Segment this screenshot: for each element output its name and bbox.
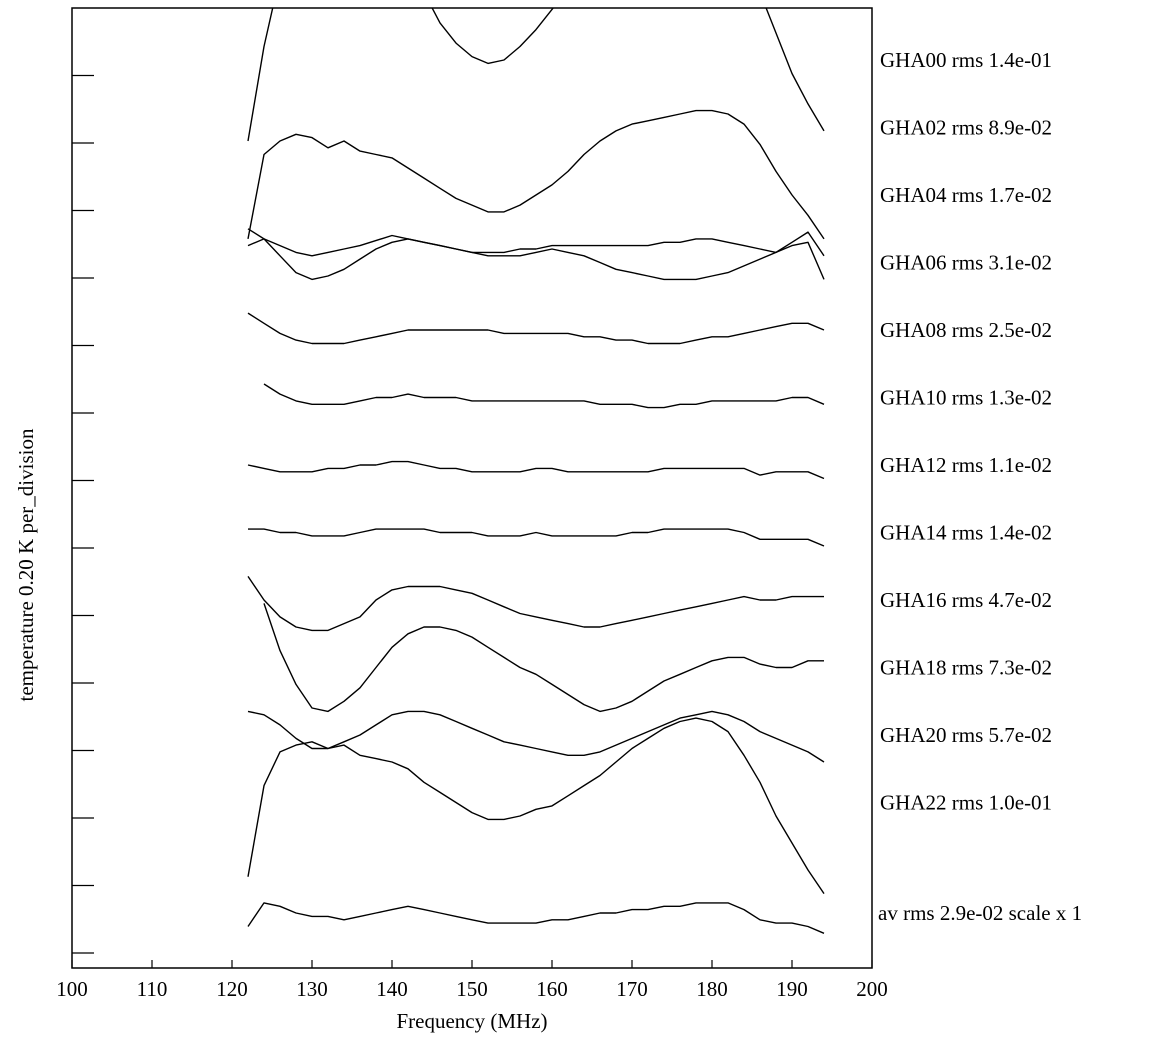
x-tick-label: 150: [456, 977, 488, 1001]
x-axis-title: Frequency (MHz): [396, 1009, 547, 1033]
series-label-12: av rms 2.9e-02 scale x 1: [878, 901, 1082, 925]
series-label-0: GHA00 rms 1.4e-01: [880, 48, 1052, 72]
series-label-11: GHA22 rms 1.0e-01: [880, 791, 1052, 815]
x-tick-label: 190: [776, 977, 808, 1001]
x-tick-label: 180: [696, 977, 728, 1001]
series-line-6: [247, 460, 825, 480]
series-line-4: [247, 312, 825, 345]
series-label-3: GHA06 rms 3.1e-02: [880, 251, 1052, 275]
series-line-3: [247, 228, 825, 281]
series-label-7: GHA14 rms 1.4e-02: [880, 521, 1052, 545]
series-line-5: [263, 383, 825, 409]
x-tick-label: 140: [376, 977, 408, 1001]
series-line-1: [247, 109, 825, 240]
series-traces: [247, 8, 825, 934]
series-label-4: GHA08 rms 2.5e-02: [880, 318, 1052, 342]
series-label-10: GHA20 rms 5.7e-02: [880, 723, 1052, 747]
series-labels: GHA00 rms 1.4e-01 GHA02 rms 8.9e-02 GHA04 …: [878, 48, 1082, 925]
series-line-0: [247, 8, 825, 142]
x-tick-label: 120: [216, 977, 248, 1001]
x-tick-label: 110: [137, 977, 168, 1001]
series-line-8: [247, 576, 824, 632]
series-label-2: GHA04 rms 1.7e-02: [880, 183, 1052, 207]
series-line-9: [263, 603, 824, 713]
x-tick-label: 170: [616, 977, 648, 1001]
series-label-1: GHA02 rms 8.9e-02: [880, 116, 1052, 140]
series-line-2: [247, 234, 825, 280]
y-axis-title: temperature 0.20 K per_division: [14, 428, 38, 701]
series-label-9: GHA18 rms 7.3e-02: [880, 656, 1052, 680]
series-line-12: [247, 902, 825, 934]
x-tick-label: 160: [536, 977, 568, 1001]
series-label-6: GHA12 rms 1.1e-02: [880, 453, 1052, 477]
x-tick-label: 100: [56, 977, 88, 1001]
series-label-5: GHA10 rms 1.3e-02: [880, 386, 1052, 410]
x-tick-label: 200: [856, 977, 888, 1001]
series-line-10: [247, 710, 825, 763]
x-tick-label: 130: [296, 977, 328, 1001]
series-line-11: [247, 717, 825, 894]
series-label-8: GHA16 rms 4.7e-02: [880, 588, 1052, 612]
series-line-7: [248, 528, 825, 547]
plot-frame: [71, 7, 873, 969]
y-axis-ticks: [72, 74, 94, 954]
x-axis: 100 110 120 130 140 150 160 170 180 190 200: [56, 960, 888, 1001]
